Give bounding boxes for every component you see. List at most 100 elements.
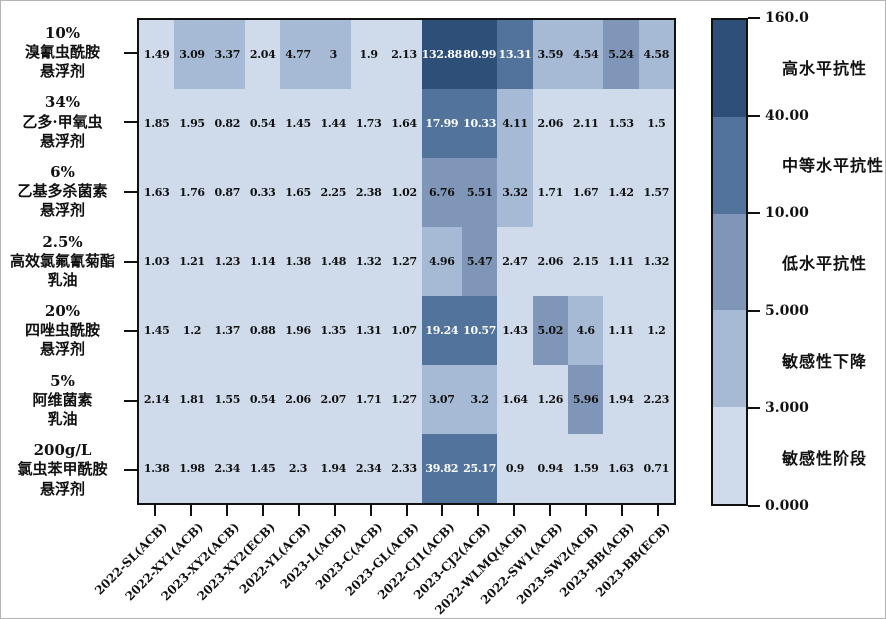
colorbar-tick-label: 10.00	[765, 205, 809, 222]
heatmap-cell: 1.38	[280, 227, 316, 296]
heatmap-cell: 5.02	[532, 296, 568, 365]
heatmap-cell: 17.99	[421, 89, 462, 158]
colorbar-tick	[748, 407, 760, 410]
heatmap-cell: 2.06	[280, 365, 316, 434]
heatmap-cell: 1.31	[351, 296, 387, 365]
x-axis-tick	[369, 505, 372, 516]
heatmap-cell: 1.96	[280, 296, 316, 365]
x-axis-tick	[153, 505, 156, 516]
heatmap-cell: 1.71	[532, 158, 568, 227]
y-axis-label-line: 高效氯氟氰菊酯	[9, 251, 115, 270]
heatmap-cell: 0.71	[638, 434, 674, 503]
y-axis-label-line: 乳油	[47, 410, 78, 429]
x-axis-tick	[261, 505, 264, 516]
heatmap-cell: 4.96	[421, 227, 462, 296]
y-axis-label-line: 阿维菌素	[32, 391, 93, 410]
colorbar-tick	[748, 212, 760, 215]
heatmap-cell: 1.95	[174, 89, 210, 158]
heatmap-cell: 2.34	[209, 434, 245, 503]
heatmap-cell: 1.81	[174, 365, 210, 434]
heatmap-cell: 1.64	[386, 89, 422, 158]
heatmap-cell: 2.34	[351, 434, 387, 503]
y-axis-tick	[124, 260, 137, 263]
colorbar-segment	[713, 213, 746, 311]
heatmap-cell: 1.32	[351, 227, 387, 296]
colorbar-tick	[748, 309, 760, 312]
heatmap-cell: 3.2	[461, 365, 498, 434]
x-axis-tick	[333, 505, 336, 516]
heatmap-cell: 1.42	[603, 158, 639, 227]
y-axis-label: 5% 阿维菌素 乳油	[1, 372, 124, 430]
heatmap-cell: 1.59	[567, 434, 604, 503]
heatmap-cell: 1.67	[567, 158, 604, 227]
heatmap-cell: 2.14	[139, 365, 175, 434]
x-axis-tick	[513, 505, 516, 516]
y-axis-label-line: 乳油	[47, 271, 78, 290]
y-axis-label-line: 200g/L	[33, 441, 92, 460]
colorbar-segment	[713, 407, 746, 504]
y-axis-label-line: 悬浮剂	[39, 479, 85, 498]
heatmap-cell: 1.55	[209, 365, 245, 434]
heatmap-cell: 1.5	[638, 89, 674, 158]
heatmap-cell: 1.27	[386, 227, 422, 296]
y-axis-label-line: 四唑虫酰胺	[24, 321, 100, 340]
y-axis-label-line: 悬浮剂	[39, 62, 85, 81]
colorbar	[711, 18, 748, 506]
colorbar-tick	[748, 114, 760, 117]
heatmap-cell: 132.88	[421, 20, 462, 89]
heatmap-cell: 0.88	[245, 296, 281, 365]
y-axis-label-line: 5%	[50, 371, 75, 390]
heatmap-cell: 2.38	[351, 158, 387, 227]
y-axis-label-line: 溴氰虫酰胺	[24, 43, 100, 62]
heatmap-cell: 0.54	[245, 365, 281, 434]
heatmap-cell: 5.24	[603, 20, 639, 89]
heatmap-cell: 3	[315, 20, 351, 89]
x-axis-tick	[585, 505, 588, 516]
colorbar-tick-label: 0.000	[765, 498, 809, 514]
y-axis-label-line: 悬浮剂	[39, 201, 85, 220]
heatmap-cell: 13.31	[497, 20, 533, 89]
heatmap-cell: 3.32	[497, 158, 533, 227]
heatmap-cell: 1.38	[139, 434, 175, 503]
heatmap-cell: 5.96	[567, 365, 604, 434]
heatmap-cell: 0.82	[209, 89, 245, 158]
y-axis-label-line: 悬浮剂	[39, 131, 85, 150]
x-axis-tick	[621, 505, 624, 516]
heatmap-cell: 1.11	[603, 227, 639, 296]
y-axis-tick	[124, 399, 137, 402]
heatmap-cell: 1.48	[315, 227, 351, 296]
colorbar-band-label: 低水平抗性	[782, 254, 868, 273]
colorbar-segment	[713, 310, 746, 408]
heatmap-cell: 2.11	[567, 89, 604, 158]
heatmap-cell: 1.45	[139, 296, 175, 365]
x-axis-tick	[477, 505, 480, 516]
heatmap-cell: 1.37	[209, 296, 245, 365]
y-axis-label-line: 34%	[44, 93, 81, 112]
x-axis-tick	[189, 505, 192, 516]
heatmap-cell: 1.57	[638, 158, 674, 227]
heatmap-cell: 0.33	[245, 158, 281, 227]
heatmap-cell: 1.26	[532, 365, 568, 434]
y-axis-label: 200g/L 氯虫苯甲酰胺 悬浮剂	[1, 441, 124, 499]
y-axis-label-line: 乙多·甲氧虫	[22, 112, 103, 131]
y-axis-tick	[124, 469, 137, 472]
heatmap-cell: 6.76	[421, 158, 462, 227]
heatmap-cell: 4.6	[567, 296, 604, 365]
heatmap-cell: 1.14	[245, 227, 281, 296]
heatmap-cell: 2.06	[532, 89, 568, 158]
y-axis-tick	[124, 190, 137, 193]
colorbar-tick	[748, 505, 760, 507]
heatmap-cell: 39.82	[421, 434, 462, 503]
heatmap-cell: 4.54	[567, 20, 604, 89]
heatmap-cell: 1.63	[139, 158, 175, 227]
y-axis-tick	[124, 121, 137, 124]
heatmap-cell: 80.99	[461, 20, 498, 89]
heatmap-cell: 1.98	[174, 434, 210, 503]
heatmap-cell: 3.37	[209, 20, 245, 89]
y-axis-label: 10% 溴氰虫酰胺 悬浮剂	[1, 24, 124, 82]
heatmap-cell: 25.17	[461, 434, 498, 503]
heatmap-cell: 1.49	[139, 20, 175, 89]
heatmap-cell: 1.32	[638, 227, 674, 296]
heatmap-cell: 4.58	[638, 20, 674, 89]
colorbar-band-label: 中等水平抗性	[782, 156, 885, 176]
